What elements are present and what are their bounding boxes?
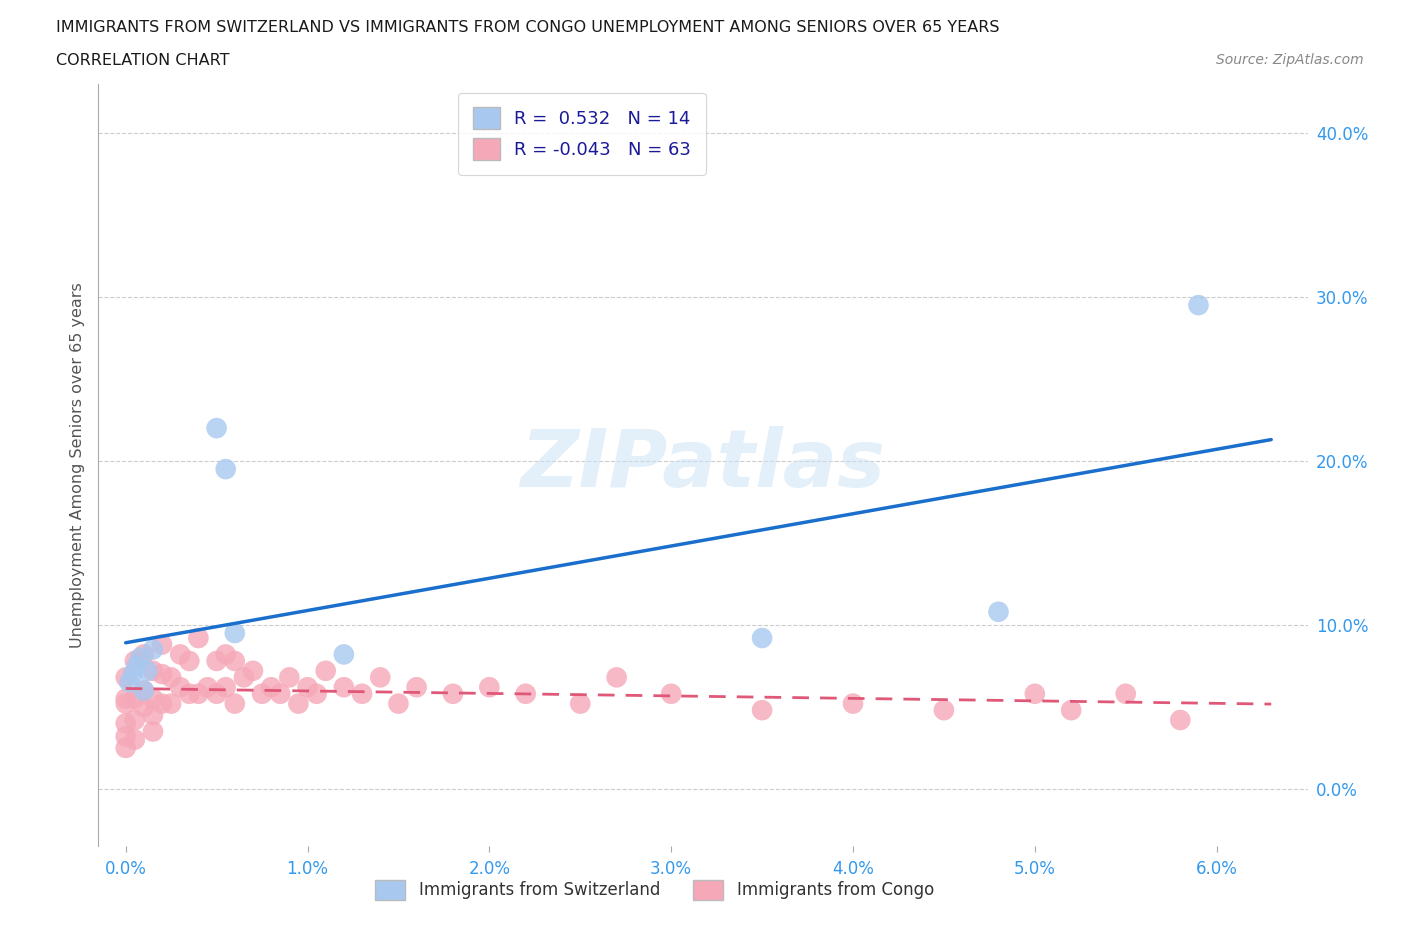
Text: IMMIGRANTS FROM SWITZERLAND VS IMMIGRANTS FROM CONGO UNEMPLOYMENT AMONG SENIORS : IMMIGRANTS FROM SWITZERLAND VS IMMIGRANT… bbox=[56, 20, 1000, 35]
Point bbox=[169, 647, 191, 662]
Text: CORRELATION CHART: CORRELATION CHART bbox=[56, 53, 229, 68]
Point bbox=[260, 680, 283, 695]
Point bbox=[1060, 703, 1083, 718]
Text: Source: ZipAtlas.com: Source: ZipAtlas.com bbox=[1216, 53, 1364, 67]
Point bbox=[114, 691, 136, 706]
Point bbox=[1168, 712, 1191, 727]
Point bbox=[132, 699, 155, 714]
Point bbox=[124, 732, 146, 747]
Point bbox=[118, 675, 141, 690]
Point bbox=[114, 697, 136, 711]
Point bbox=[751, 703, 773, 718]
Point bbox=[124, 712, 146, 727]
Point bbox=[569, 697, 592, 711]
Point bbox=[1115, 686, 1137, 701]
Point bbox=[352, 686, 374, 701]
Point bbox=[333, 647, 356, 662]
Point bbox=[842, 697, 865, 711]
Point bbox=[224, 626, 246, 641]
Point bbox=[305, 686, 328, 701]
Point bbox=[124, 654, 146, 669]
Point bbox=[142, 708, 165, 723]
Point bbox=[122, 667, 145, 682]
Point bbox=[315, 663, 337, 678]
Point bbox=[515, 686, 537, 701]
Point bbox=[932, 703, 955, 718]
Point bbox=[114, 670, 136, 684]
Point bbox=[150, 697, 173, 711]
Point bbox=[606, 670, 628, 684]
Point bbox=[142, 724, 165, 739]
Point bbox=[478, 680, 501, 695]
Point bbox=[160, 697, 183, 711]
Point bbox=[278, 670, 301, 684]
Point bbox=[405, 680, 427, 695]
Point bbox=[129, 650, 152, 665]
Point bbox=[187, 631, 209, 645]
Point bbox=[987, 604, 1010, 619]
Point bbox=[659, 686, 682, 701]
Point bbox=[297, 680, 319, 695]
Point bbox=[269, 686, 291, 701]
Point bbox=[132, 647, 155, 662]
Point bbox=[205, 654, 228, 669]
Y-axis label: Unemployment Among Seniors over 65 years: Unemployment Among Seniors over 65 years bbox=[69, 282, 84, 648]
Point bbox=[150, 667, 173, 682]
Point bbox=[125, 658, 148, 673]
Point bbox=[1187, 298, 1209, 312]
Point bbox=[441, 686, 464, 701]
Point bbox=[205, 420, 228, 435]
Point bbox=[1024, 686, 1046, 701]
Point bbox=[224, 697, 246, 711]
Point bbox=[387, 697, 409, 711]
Point bbox=[179, 686, 201, 701]
Point bbox=[205, 686, 228, 701]
Point bbox=[287, 697, 309, 711]
Point bbox=[197, 680, 219, 695]
Point bbox=[132, 683, 155, 698]
Point bbox=[187, 686, 209, 701]
Point bbox=[142, 642, 165, 657]
Point bbox=[160, 670, 183, 684]
Point bbox=[124, 691, 146, 706]
Point bbox=[142, 691, 165, 706]
Point bbox=[224, 654, 246, 669]
Point bbox=[368, 670, 391, 684]
Point bbox=[114, 740, 136, 755]
Point bbox=[136, 663, 159, 678]
Point bbox=[179, 654, 201, 669]
Point bbox=[215, 461, 238, 476]
Point bbox=[142, 663, 165, 678]
Point bbox=[132, 683, 155, 698]
Point bbox=[150, 637, 173, 652]
Point bbox=[169, 680, 191, 695]
Point bbox=[751, 631, 773, 645]
Point bbox=[333, 680, 356, 695]
Point bbox=[242, 663, 264, 678]
Point bbox=[215, 647, 238, 662]
Text: ZIPatlas: ZIPatlas bbox=[520, 426, 886, 504]
Point bbox=[232, 670, 254, 684]
Point bbox=[114, 716, 136, 731]
Legend: Immigrants from Switzerland, Immigrants from Congo: Immigrants from Switzerland, Immigrants … bbox=[368, 873, 941, 907]
Point bbox=[250, 686, 273, 701]
Point bbox=[215, 680, 238, 695]
Point bbox=[114, 729, 136, 744]
